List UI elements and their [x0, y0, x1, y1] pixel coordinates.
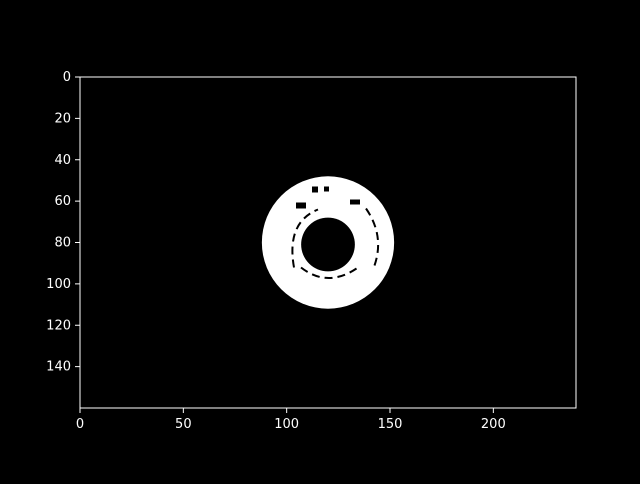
- ring-dark-arc-inner: [291, 208, 319, 268]
- ring-dark-spot: [296, 202, 306, 209]
- y-tick-label: 140: [46, 360, 71, 375]
- y-tick-label: 40: [54, 153, 71, 168]
- ring-dark-arc-bottom: [300, 266, 359, 279]
- y-tick-label: 20: [54, 111, 71, 126]
- ring-dark-spot: [350, 199, 360, 205]
- x-tick-label: 0: [76, 417, 84, 432]
- y-tick-label: 120: [46, 318, 71, 333]
- x-tick-label: 100: [274, 417, 299, 432]
- ring-hole: [301, 217, 355, 272]
- y-tick-label: 80: [54, 236, 71, 251]
- y-tick-label: 0: [63, 70, 71, 85]
- ring-dark-spot: [312, 186, 318, 193]
- x-tick-label: 200: [481, 417, 506, 432]
- y-tick-label: 60: [54, 194, 71, 209]
- x-tick-label: 150: [378, 417, 403, 432]
- image-layer: [261, 176, 395, 309]
- y-tick-label: 100: [46, 277, 71, 292]
- ring-dark-spot: [324, 186, 329, 192]
- ring-dark-arc-outer: [365, 207, 380, 270]
- x-tick-label: 50: [175, 417, 192, 432]
- x-axis: 0 50 100 150 200: [76, 408, 506, 432]
- y-axis: 0 20 40 60 80 100 120 140: [46, 70, 80, 375]
